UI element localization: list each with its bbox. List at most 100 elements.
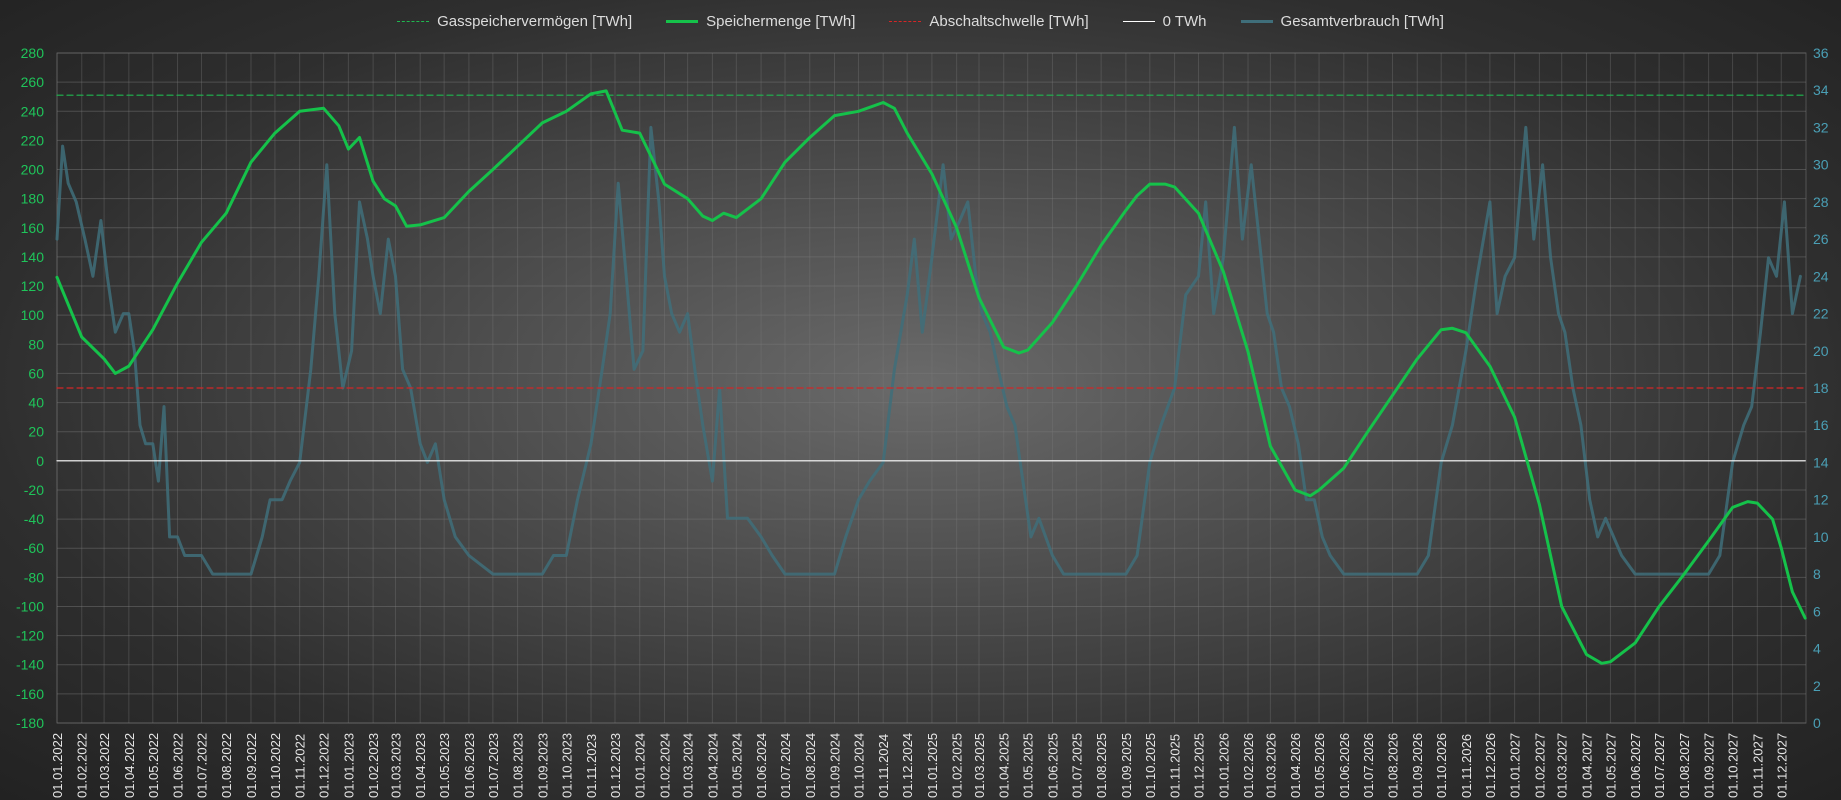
right-tick-label: 6 [1813,603,1821,619]
x-tick-label: 01.05.2022 [146,733,161,798]
x-tick-label: 01.07.2022 [194,733,209,798]
x-tick-label: 01.11.2026 [1459,734,1474,798]
series-line-consumption [55,125,1802,576]
legend-label-zero: 0 TWh [1162,12,1207,30]
x-tick-label: 01.10.2025 [1143,733,1158,798]
left-tick-label: 240 [21,103,45,119]
right-tick-label: 36 [1813,45,1829,61]
left-tick-label: -120 [16,628,44,644]
x-tick-label: 01.06.2025 [1045,733,1060,798]
x-tick-label: 01.05.2023 [437,733,452,798]
x-tick-label: 01.09.2025 [1119,733,1134,798]
legend-swatch-threshold [889,20,922,22]
right-tick-label: 30 [1813,157,1829,173]
x-tick-label: 01.10.2024 [851,733,866,798]
legend-item-capacity[interactable]: Gasspeichervermögen [TWh] [397,13,632,30]
left-tick-label: -100 [16,598,44,614]
right-tick-label: 10 [1813,529,1829,545]
x-tick-label: 01.03.2025 [972,733,987,798]
x-tick-label: 01.09.2027 [1702,733,1717,798]
left-tick-label: 200 [21,162,45,178]
left-tick-label: 260 [21,74,45,90]
right-tick-label: 2 [1813,678,1821,694]
x-tick-label: 01.09.2022 [244,733,259,798]
legend-item-consumption[interactable]: Gesamtverbrauch [TWh] [1240,13,1444,30]
right-tick-label: 4 [1813,641,1821,657]
legend-item-zero[interactable]: 0 TWh [1122,12,1207,30]
right-tick-label: 28 [1813,194,1829,210]
x-tick-label: 01.03.2024 [681,733,696,798]
x-tick-label: 01.07.2026 [1361,733,1376,798]
left-tick-label: 120 [21,278,45,294]
left-tick-label: 20 [28,424,44,440]
right-tick-label: 32 [1813,119,1829,135]
x-tick-label: 01.06.2023 [462,733,477,798]
legend-swatch-storage [666,19,699,23]
x-tick-label: 01.10.2023 [559,733,574,798]
x-tick-label: 01.12.2027 [1774,733,1789,798]
x-tick-label: 01.01.2026 [1216,733,1231,798]
x-tick-label: 01.11.2025 [1168,734,1183,798]
left-tick-label: -160 [16,686,44,702]
legend-swatch-zero [1122,20,1155,22]
x-tick-label: 01.06.2027 [1628,733,1643,798]
x-tick-label: 01.02.2027 [1532,733,1547,798]
x-tick-label: 01.02.2026 [1241,733,1256,798]
x-tick-label: 01.08.2026 [1385,733,1400,798]
x-tick-label: 01.10.2026 [1434,733,1449,798]
right-tick-label: 8 [1813,566,1821,582]
x-tick-label: 01.06.2024 [754,733,769,798]
x-tick-label: 01.11.2023 [584,734,599,798]
x-tick-label: 01.04.2024 [705,733,720,798]
x-tick-label: 01.08.2022 [219,733,234,798]
x-tick-label: 01.02.2025 [950,733,965,798]
x-tick-label: 01.07.2023 [486,733,501,798]
x-tick-label: 01.12.2022 [317,733,332,798]
x-tick-label: 01.11.2022 [293,734,308,798]
x-tick-label: 01.11.2027 [1750,734,1765,798]
right-tick-label: 18 [1813,380,1829,396]
left-tick-label: 220 [21,132,45,148]
x-tick-label: 01.04.2023 [413,733,428,798]
x-tick-label: 01.10.2022 [268,733,283,798]
left-tick-label: 40 [28,395,44,411]
left-tick-label: -80 [24,569,44,585]
legend-label-threshold: Abschaltschwelle [TWh] [929,12,1089,30]
x-tick-label: 01.12.2024 [900,733,915,798]
x-tick-label: 01.08.2023 [511,733,526,798]
series-lines [55,89,1807,665]
x-tick-label: 01.03.2027 [1555,733,1570,798]
x-tick-label: 01.01.2023 [341,733,356,798]
x-tick-label: 01.07.2027 [1652,733,1667,798]
x-axis: 01.01.2022 01.02.2022 01.03.2022 01.04.2022… [50,733,1789,798]
right-tick-label: 24 [1813,268,1829,284]
legend-swatch-capacity [397,20,430,22]
left-tick-label: 180 [21,191,45,207]
x-tick-label: 01.01.2024 [633,733,648,798]
left-tick-label: 0 [36,453,44,469]
x-tick-label: 01.03.2022 [97,733,112,798]
left-tick-label: -140 [16,657,44,673]
x-tick-label: 01.05.2027 [1603,733,1618,798]
left-y-axis: -180 -160 -140 -120 -100 -80 -60 -40 -20 0 20 40 60 8… [16,45,44,731]
legend-item-storage[interactable]: Speichermenge [TWh] [666,13,855,30]
left-tick-label: -180 [16,715,44,731]
x-tick-label: 01.01.2022 [50,733,65,798]
x-tick-label: 01.04.2026 [1288,733,1303,798]
x-tick-label: 01.08.2027 [1677,733,1692,798]
x-tick-label: 01.03.2023 [388,733,403,798]
x-tick-label: 01.02.2023 [366,733,381,798]
left-tick-label: -40 [24,511,44,527]
x-tick-label: 01.10.2027 [1726,733,1741,798]
x-tick-label: 01.09.2023 [535,733,550,798]
legend-label-capacity: Gasspeichervermögen [TWh] [437,12,633,30]
x-tick-label: 01.05.2026 [1312,733,1327,798]
x-tick-label: 01.04.2027 [1579,733,1594,798]
x-tick-label: 01.03.2026 [1263,733,1278,798]
right-tick-label: 22 [1813,306,1829,322]
x-tick-label: 01.05.2024 [729,733,744,798]
legend-item-threshold[interactable]: Abschaltschwelle [TWh] [889,12,1089,30]
right-tick-label: 34 [1813,82,1829,98]
